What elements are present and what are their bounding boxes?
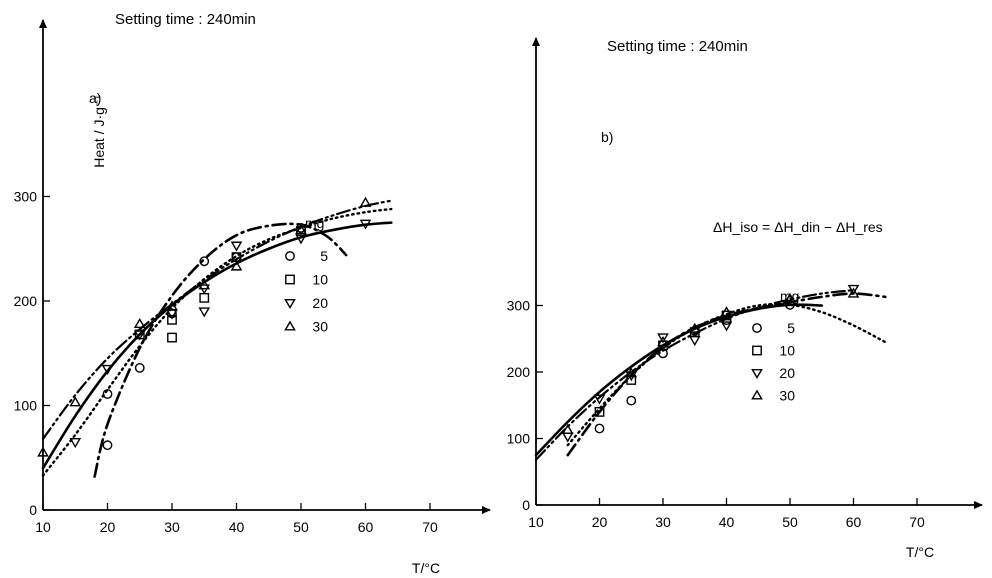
x-tick-label: 40 [229,519,245,535]
data-point-20mg [198,307,211,318]
x-axis-label: T/°C [906,544,934,560]
x-tick-label: 50 [782,514,798,530]
legend-label: 20 [779,365,795,381]
x-tick-label: 60 [846,514,862,530]
legend-marker [752,323,762,333]
data-point-30mg [688,322,701,333]
panel-label: b) [601,129,613,145]
series-line-5mg [41,207,393,477]
data-point-30mg [657,336,669,347]
data-point-20mg [359,219,372,230]
legend-label: 5 [320,248,328,264]
legend-marker [751,368,763,380]
data-point-5mg [785,299,795,310]
x-tick-label: 60 [358,519,374,535]
data-point-5mg [102,389,113,399]
panel-label: a) [89,90,101,106]
data-point-30mg [69,396,82,407]
legend-title: mg [780,288,799,304]
x-tick-label: 70 [422,519,438,535]
y-tick-label: 100 [507,431,531,447]
series-line-20mg [93,222,348,478]
y-tick-label: 200 [14,293,38,309]
data-point-30mg [230,260,243,271]
data-point-10mg [199,292,210,303]
data-point-10mg [167,332,177,343]
y-tick-label: 100 [14,398,38,414]
data-point-20mg [101,364,114,375]
legend-label: 5 [787,320,795,336]
x-tick-label: 70 [909,514,925,530]
data-point-10mg [626,375,637,385]
y-tick-label: 0 [522,497,530,513]
x-tick-label: 30 [164,519,180,535]
legend-label: 30 [312,319,328,335]
data-point-30mg [37,446,49,457]
x-tick-label: 10 [528,514,544,530]
x-tick-label: 30 [655,514,671,530]
y-axis-label: Heat / J·g⁻¹ [91,95,107,168]
data-point-20mg [847,284,860,295]
data-point-30mg [166,300,178,311]
legend-marker [284,320,296,331]
data-point-30mg [359,196,372,207]
data-point-20mg [69,438,82,449]
legend-marker [752,345,762,356]
equation-annotation: ΔH_iso = ΔH_din − ΔH_res [713,219,883,235]
data-point-20mg [295,234,307,245]
legend-marker [751,389,763,400]
y-tick-label: 200 [507,364,531,380]
legend-marker [284,298,296,310]
series-line-30mg [534,289,855,461]
data-point-30mg [847,287,860,298]
legend-label: 20 [312,295,328,311]
data-point-20mg [230,241,243,252]
data-point-5mg [134,362,145,373]
data-point-30mg [625,367,638,378]
x-tick-label: 20 [592,514,608,530]
data-point-20mg [657,333,669,344]
y-tick-label: 0 [29,502,37,518]
x-tick-label: 50 [293,519,309,535]
x-tick-label: 40 [719,514,735,530]
data-point-20mg [593,394,606,405]
data-point-30mg [198,279,211,290]
x-tick-label: 10 [35,519,51,535]
data-point-30mg [720,306,733,317]
series-line-10mg [41,221,393,470]
data-point-5mg [594,423,605,434]
legend-label: 10 [779,343,795,359]
y-tick-label: 300 [14,189,38,205]
data-point-20mg [133,330,146,341]
panel-b: 10 20 30 40 50 60 70 0 100 200 300 Setting time : 2… [507,37,983,560]
data-point-5mg [199,256,210,267]
series-line-5mg [566,302,887,447]
legend-title: mg [305,215,324,231]
y-tick-label: 300 [507,298,531,314]
chart-title: Setting time : 240min [115,11,256,28]
x-axis-label: T/°C [412,560,440,576]
legend-label: 10 [312,272,328,288]
data-point-5mg [626,395,637,406]
series-line-30mg [41,199,393,441]
legend-label: 30 [779,388,795,404]
chart-title: Setting time : 240min [607,38,748,55]
data-point-30mg [295,223,307,235]
data-point-10mg [167,314,177,325]
data-point-5mg [102,440,113,451]
panel-a: 10 20 30 40 50 60 70 0 100 200 300 Setting time : 2… [14,11,491,576]
legend-marker [285,251,295,261]
data-point-20mg [688,336,701,347]
data-point-30mg [561,423,574,434]
data-point-20mg [625,371,638,382]
legend-marker [285,274,295,285]
data-point-10mg [594,407,605,417]
x-tick-label: 20 [100,519,116,535]
data-point-30mg [133,317,146,329]
series-line-20mg [566,292,887,457]
data-point-20mg [720,321,733,332]
data-point-30mg [784,292,796,303]
